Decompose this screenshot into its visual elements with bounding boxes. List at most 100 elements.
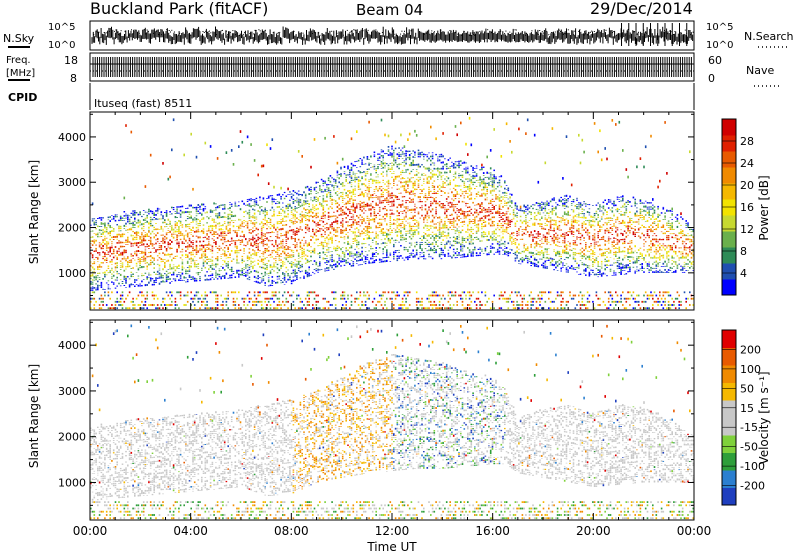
echo-cell xyxy=(350,246,353,249)
echo-cell xyxy=(333,248,335,250)
echo-cell xyxy=(319,261,321,263)
echo-cell xyxy=(299,257,302,258)
echo-cell xyxy=(333,268,335,270)
echo-cell xyxy=(201,209,203,210)
echo-cell xyxy=(153,294,155,297)
echo-cell xyxy=(197,236,200,239)
echo-cell xyxy=(164,235,166,238)
echo-cell xyxy=(282,239,284,241)
echo-cell xyxy=(160,273,163,275)
echo-cell xyxy=(366,171,369,173)
echo-cell xyxy=(225,216,228,218)
echo-cell xyxy=(366,307,369,310)
echo-cell xyxy=(264,219,266,221)
echo-cell xyxy=(222,224,224,227)
echo-cell xyxy=(356,176,358,179)
echo-cell xyxy=(303,252,305,255)
echo-cell xyxy=(299,266,302,269)
echo-cell xyxy=(387,179,390,181)
echo-cell xyxy=(93,271,96,273)
echo-cell xyxy=(386,307,388,310)
echo-cell xyxy=(341,182,344,185)
echo-cell xyxy=(324,224,326,225)
echo-cell xyxy=(357,195,360,197)
echo-cell xyxy=(347,297,349,300)
noise-left-label: N.Sky xyxy=(3,32,35,45)
echo-cell xyxy=(405,300,407,303)
noise-search-dot xyxy=(560,30,561,32)
echo-cell xyxy=(137,259,140,261)
echo-cell xyxy=(382,260,384,263)
echo-cell xyxy=(393,171,395,172)
echo-cell xyxy=(271,197,274,199)
echo-cell xyxy=(282,217,284,220)
echo-cell xyxy=(331,238,333,240)
echo-cell xyxy=(123,269,126,272)
echo-cell xyxy=(255,218,258,220)
echo-cell xyxy=(248,238,251,240)
echo-cell xyxy=(341,214,344,216)
echo-cell xyxy=(340,174,342,177)
echo-cell xyxy=(401,219,404,220)
echo-cell xyxy=(378,222,381,224)
echo-cell xyxy=(338,192,340,194)
echo-cell xyxy=(211,245,214,248)
echo-cell xyxy=(407,230,409,232)
echo-cell xyxy=(327,241,330,243)
echo-cell xyxy=(304,200,307,203)
echo-cell xyxy=(135,212,138,214)
echo-cell xyxy=(109,238,111,241)
echo-cell xyxy=(139,221,141,224)
echo-cell xyxy=(208,229,210,232)
echo-cell xyxy=(176,265,178,267)
echo-cell xyxy=(382,215,384,218)
echo-cell xyxy=(267,246,270,248)
echo-cell xyxy=(208,265,210,266)
echo-cell xyxy=(165,212,168,215)
echo-cell xyxy=(245,245,247,247)
echo-cell xyxy=(153,229,155,231)
echo-cell xyxy=(211,238,214,240)
echo-cell xyxy=(137,275,140,277)
echo-cell xyxy=(319,243,321,244)
noise-search-dot xyxy=(318,32,320,34)
echo-cell xyxy=(252,222,254,225)
echo-cell xyxy=(142,223,145,225)
echo-cell xyxy=(223,206,226,208)
echo-cell xyxy=(308,272,310,275)
echo-cell xyxy=(149,242,152,245)
echo-cell xyxy=(343,203,346,205)
echo-cell xyxy=(361,176,363,178)
echo-cell xyxy=(382,307,384,310)
echo-cell xyxy=(169,268,171,270)
echo-cell xyxy=(324,239,326,241)
echo-cell xyxy=(361,219,363,220)
echo-cell xyxy=(119,227,122,230)
echo-cell xyxy=(179,238,182,241)
echo-cell xyxy=(121,241,124,244)
echo-cell xyxy=(149,240,152,243)
echo-cell xyxy=(341,232,344,234)
echo-cell xyxy=(128,215,131,217)
echo-cell xyxy=(315,208,318,211)
echo-cell xyxy=(296,275,298,276)
echo-cell xyxy=(405,256,407,259)
echo-cell xyxy=(239,241,242,243)
echo-cell xyxy=(253,254,256,256)
echo-cell xyxy=(378,300,381,303)
echo-cell xyxy=(354,238,356,240)
echo-cell xyxy=(407,210,409,212)
echo-cell xyxy=(403,237,406,238)
echo-cell xyxy=(252,304,254,306)
echo-cell xyxy=(366,215,369,217)
echo-cell xyxy=(322,242,325,244)
echo-cell xyxy=(119,279,122,281)
echo-cell xyxy=(114,279,117,281)
noise-search-dot xyxy=(331,30,333,32)
echo-cell xyxy=(398,198,400,200)
echo-cell xyxy=(162,280,164,283)
echo-cell xyxy=(354,177,356,179)
echo-cell xyxy=(127,257,129,260)
echo-cell xyxy=(336,170,339,172)
echo-cell xyxy=(326,186,328,188)
